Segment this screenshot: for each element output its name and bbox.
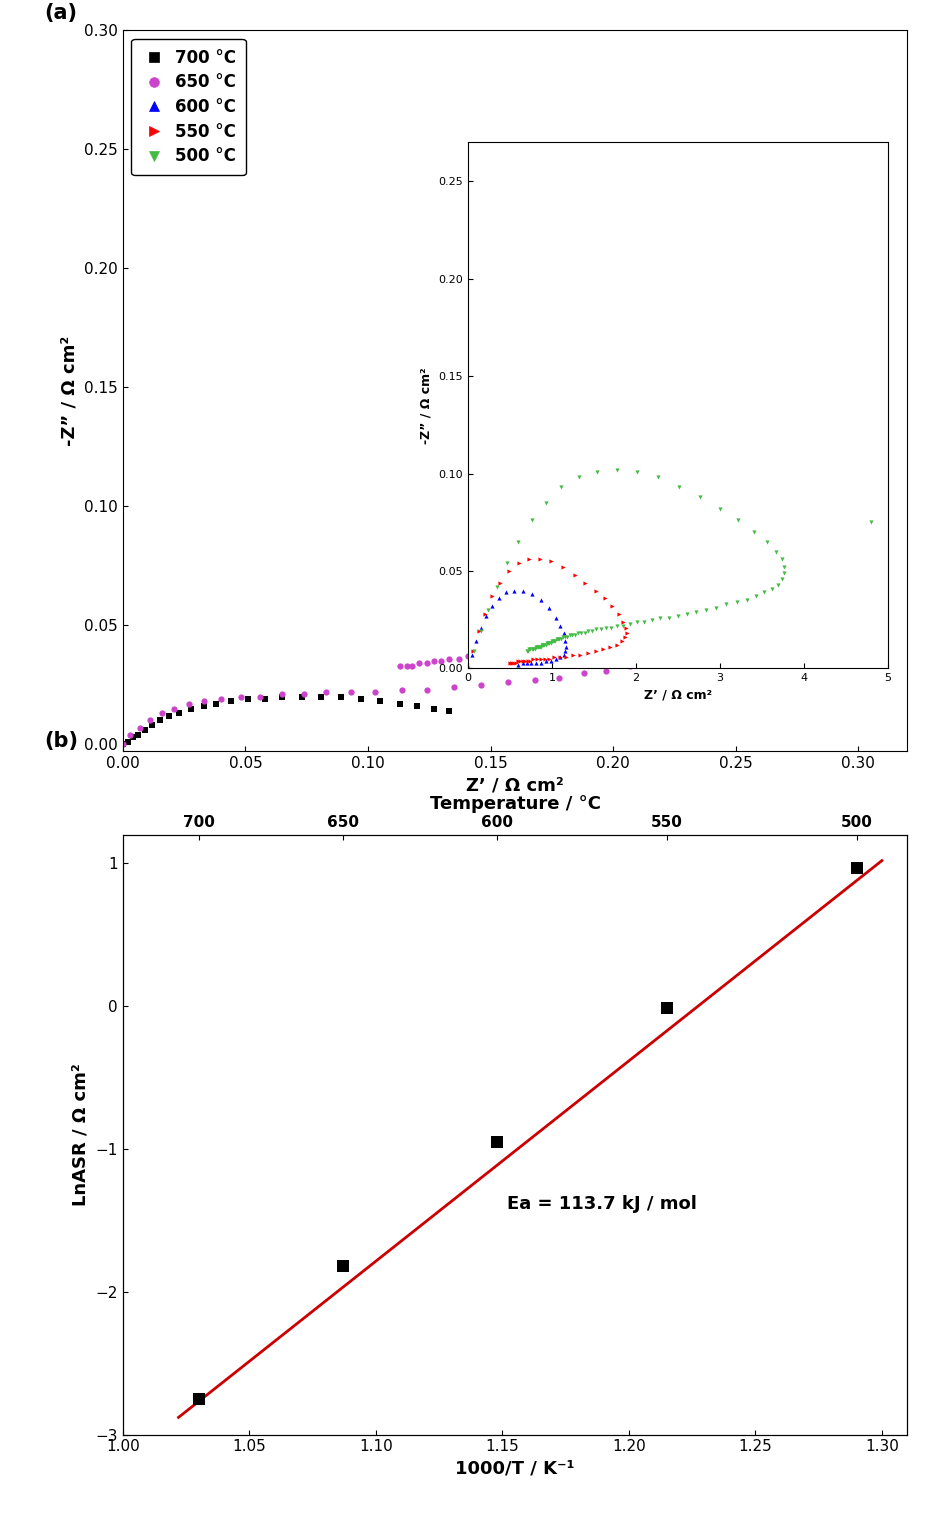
Text: (b): (b) xyxy=(44,732,78,751)
X-axis label: 1000/T / K⁻¹: 1000/T / K⁻¹ xyxy=(455,1460,574,1479)
X-axis label: Z’ / Ω cm²: Z’ / Ω cm² xyxy=(465,777,564,795)
Text: (a): (a) xyxy=(44,3,77,23)
Y-axis label: LnASR / Ω cm²: LnASR / Ω cm² xyxy=(72,1063,90,1207)
Legend: 700 °C, 650 °C, 600 °C, 550 °C, 500 °C: 700 °C, 650 °C, 600 °C, 550 °C, 500 °C xyxy=(131,38,245,176)
Y-axis label: -Z” / Ω cm²: -Z” / Ω cm² xyxy=(419,367,432,443)
X-axis label: Temperature / °C: Temperature / °C xyxy=(430,795,599,814)
X-axis label: Z’ / Ω cm²: Z’ / Ω cm² xyxy=(643,689,711,701)
Y-axis label: -Z” / Ω cm²: -Z” / Ω cm² xyxy=(60,335,78,446)
Text: Ea = 113.7 kJ / mol: Ea = 113.7 kJ / mol xyxy=(507,1195,697,1213)
